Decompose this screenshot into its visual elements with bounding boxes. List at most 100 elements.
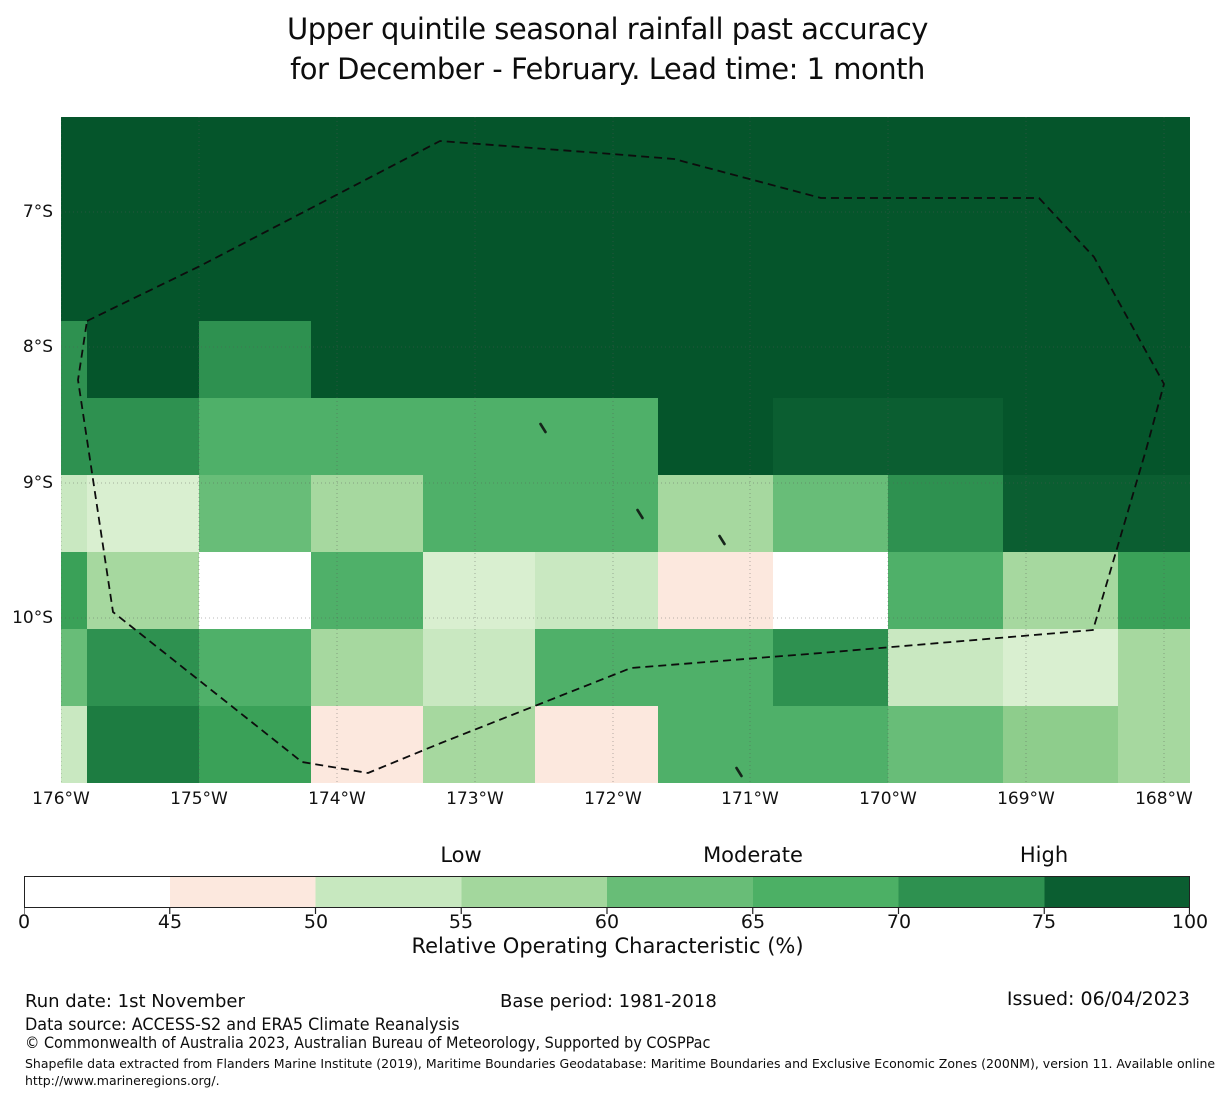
colorbar-axis-label: Relative Operating Characteristic (%) bbox=[411, 934, 804, 958]
heatmap-cell bbox=[423, 117, 535, 321]
heatmap-cell bbox=[1003, 629, 1118, 706]
heatmap-cell bbox=[1003, 398, 1118, 475]
heatmap-cell bbox=[1118, 629, 1190, 706]
lon-tick-174w: 174°W bbox=[308, 789, 366, 809]
lon-tick-175w: 175°W bbox=[170, 789, 228, 809]
lat-tick-8s: 8°S bbox=[22, 337, 53, 357]
colorbar-segment bbox=[898, 876, 1045, 908]
island-mark bbox=[636, 508, 644, 520]
heatmap-cell bbox=[199, 552, 311, 629]
heatmap-cell bbox=[773, 117, 888, 321]
heatmap-cell bbox=[535, 552, 658, 629]
colorbar-segment bbox=[24, 876, 170, 908]
rainfall-accuracy-heatmap bbox=[60, 117, 1190, 783]
heatmap-cell bbox=[311, 117, 423, 321]
lon-tick-176w: 176°W bbox=[32, 789, 90, 809]
colorbar-category-low: Low bbox=[440, 843, 482, 867]
lat-tick-10s: 10°S bbox=[12, 608, 53, 628]
heatmap-cell bbox=[1118, 321, 1190, 398]
colorbar-tick-45: 45 bbox=[157, 911, 183, 933]
heatmap-cell bbox=[311, 398, 423, 475]
footer-data-source: Data source: ACCESS-S2 and ERA5 Climate … bbox=[25, 1015, 460, 1035]
heatmap-cell bbox=[61, 629, 87, 706]
heatmap-cell bbox=[87, 321, 199, 398]
heatmap-cell bbox=[61, 552, 87, 629]
chart-title: Upper quintile seasonal rainfall past ac… bbox=[0, 9, 1215, 89]
lat-tick-7s: 7°S bbox=[22, 202, 53, 222]
island-mark bbox=[735, 766, 743, 778]
colorbar-segment bbox=[1044, 876, 1190, 908]
colorbar bbox=[23, 876, 1191, 916]
heatmap-cell bbox=[773, 321, 888, 398]
colorbar-tick-70: 70 bbox=[886, 911, 912, 933]
heatmap-cell bbox=[199, 321, 311, 398]
heatmap-cell bbox=[199, 398, 311, 475]
colorbar-tick-0: 0 bbox=[17, 911, 31, 933]
colorbar-category-moderate: Moderate bbox=[703, 843, 803, 867]
heatmap-cell bbox=[888, 398, 1003, 475]
colorbar-svg bbox=[23, 876, 1191, 914]
island-mark bbox=[539, 422, 547, 434]
heatmap-cell bbox=[87, 552, 199, 629]
island-mark bbox=[718, 534, 726, 546]
heatmap-cell bbox=[535, 475, 658, 552]
heatmap-cell bbox=[1118, 552, 1190, 629]
heatmap-cell bbox=[87, 117, 199, 321]
lon-tick-172w: 172°W bbox=[584, 789, 642, 809]
heatmap-cell bbox=[1003, 117, 1118, 321]
chart-title-line1: Upper quintile seasonal rainfall past ac… bbox=[287, 12, 928, 46]
lat-tick-9s: 9°S bbox=[22, 473, 53, 493]
heatmap-cell bbox=[61, 475, 87, 552]
heatmap-cell bbox=[773, 706, 888, 783]
colorbar-border bbox=[24, 876, 1190, 908]
heatmap-cell bbox=[658, 475, 773, 552]
lon-tick-168w: 168°W bbox=[1135, 789, 1193, 809]
heatmap-cell bbox=[773, 552, 888, 629]
heatmap-cell bbox=[658, 706, 773, 783]
heatmap-cell bbox=[199, 475, 311, 552]
heatmap-cell bbox=[423, 321, 535, 398]
heatmap-cell bbox=[535, 398, 658, 475]
heatmap-cell bbox=[423, 552, 535, 629]
heatmap-cell bbox=[888, 629, 1003, 706]
heatmap-cell bbox=[199, 629, 311, 706]
chart-title-line2: for December - February. Lead time: 1 mo… bbox=[290, 52, 925, 86]
heatmap-cell bbox=[658, 552, 773, 629]
footer-base-period: Base period: 1981-2018 bbox=[500, 991, 717, 1012]
footer-shapefile-attribution: Shapefile data extracted from Flanders M… bbox=[25, 1056, 1215, 1071]
heatmap-cell bbox=[61, 117, 87, 321]
heatmap-cell bbox=[61, 706, 87, 783]
heatmap-cell bbox=[423, 629, 535, 706]
heatmap-cell bbox=[311, 706, 423, 783]
heatmap-cell bbox=[87, 475, 199, 552]
heatmap-cell bbox=[1118, 475, 1190, 552]
heatmap-cell bbox=[658, 629, 773, 706]
heatmap-cell bbox=[773, 475, 888, 552]
heatmap-cell bbox=[888, 706, 1003, 783]
lon-tick-169w: 169°W bbox=[997, 789, 1055, 809]
footer-copyright: © Commonwealth of Australia 2023, Austra… bbox=[25, 1033, 711, 1052]
colorbar-segment bbox=[461, 876, 607, 908]
heatmap-cell bbox=[311, 552, 423, 629]
heatmap-cell bbox=[658, 117, 773, 321]
heatmap-cell bbox=[61, 398, 87, 475]
colorbar-segment bbox=[607, 876, 753, 908]
heatmap-cell bbox=[1118, 117, 1190, 321]
heatmap-cell bbox=[888, 475, 1003, 552]
footer-shapefile-url: http://www.marineregions.org/. bbox=[25, 1073, 220, 1088]
heatmap-cell bbox=[1003, 475, 1118, 552]
heatmap-cell bbox=[87, 629, 199, 706]
heatmap-cell bbox=[535, 706, 658, 783]
lon-tick-170w: 170°W bbox=[859, 789, 917, 809]
colorbar-tick-60: 60 bbox=[594, 911, 620, 933]
lon-tick-173w: 173°W bbox=[446, 789, 504, 809]
heatmap-cell bbox=[1003, 706, 1118, 783]
colorbar-category-high: High bbox=[1019, 843, 1069, 867]
heatmap-cell bbox=[311, 629, 423, 706]
heatmap-cell bbox=[1118, 398, 1190, 475]
colorbar-tick-65: 65 bbox=[740, 911, 766, 933]
heatmap-cell bbox=[658, 398, 773, 475]
colorbar-segment bbox=[169, 876, 316, 908]
heatmap-cell bbox=[888, 117, 1003, 321]
